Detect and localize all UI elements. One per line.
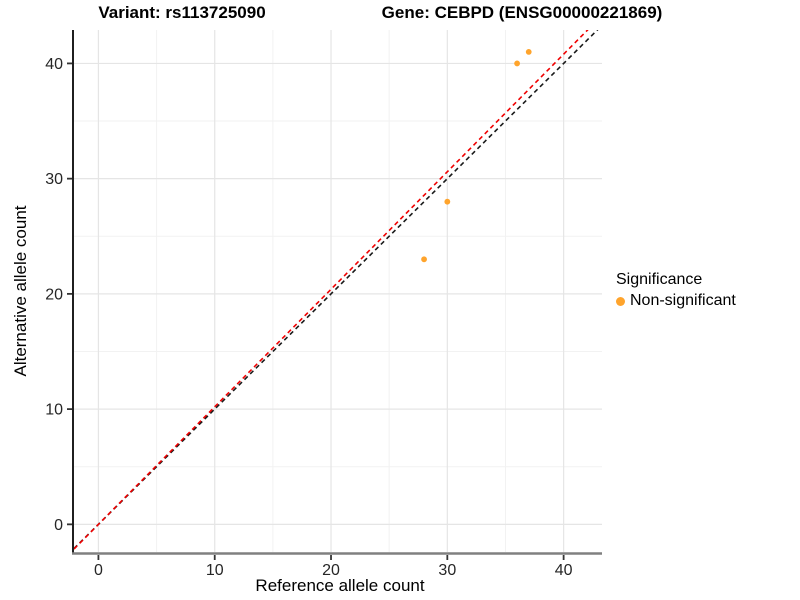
data-point xyxy=(421,256,427,263)
y-axis-title: Alternative allele count xyxy=(11,205,30,377)
y-tick-label: 20 xyxy=(45,286,63,303)
x-tick-label: 0 xyxy=(94,562,103,579)
x-tick-label: 20 xyxy=(322,562,340,579)
legend-marker-circle-icon xyxy=(616,296,625,306)
x-tick-label: 30 xyxy=(438,562,456,579)
reference-fitted-line xyxy=(74,30,589,550)
plot-title-gene: Gene: CEBPD (ENSG00000221869) xyxy=(381,3,663,22)
x-axis-title: Reference allele count xyxy=(255,576,425,595)
data-point xyxy=(525,48,532,55)
y-tick-label: 0 xyxy=(54,517,63,534)
x-tick-label: 10 xyxy=(206,562,224,579)
legend-title: Significance xyxy=(616,271,703,288)
y-tick-label: 10 xyxy=(45,402,63,419)
data-point xyxy=(444,198,451,205)
plot-title-variant: Variant: rs113725090 xyxy=(98,3,266,22)
data-point xyxy=(514,60,521,67)
legend: Significance Non-significant xyxy=(616,271,736,310)
legend-item-non-significant: Non-significant xyxy=(616,292,736,310)
y-tick-label: 30 xyxy=(45,171,63,188)
legend-item-label: Non-significant xyxy=(630,292,736,309)
x-tick-label: 40 xyxy=(555,562,573,579)
y-tick-label: 40 xyxy=(45,56,63,73)
reference-identity-line xyxy=(74,30,599,550)
